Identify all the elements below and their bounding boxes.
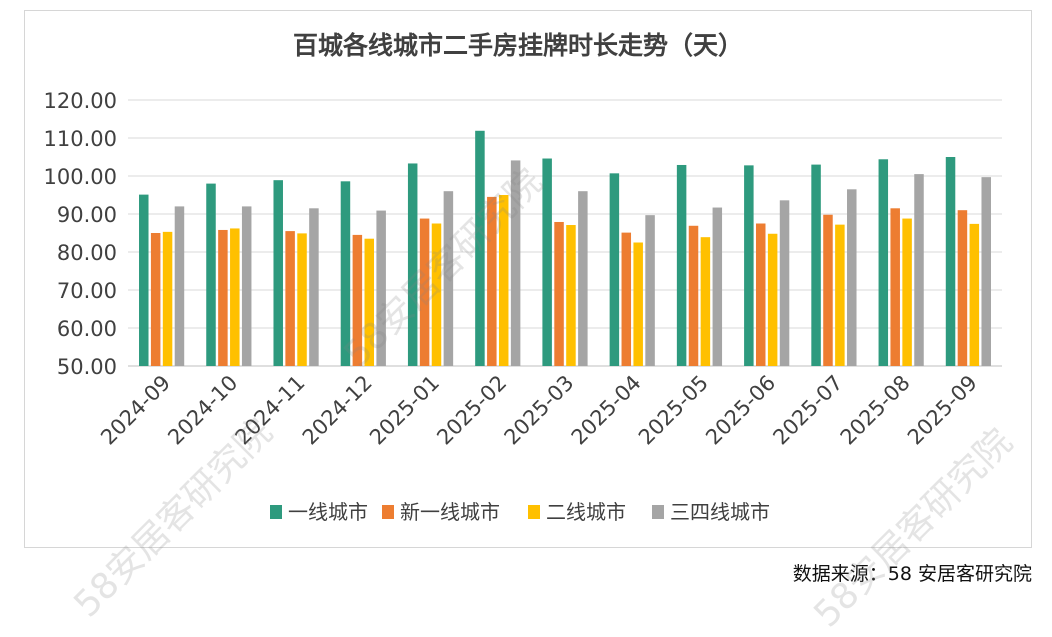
x-tick-label: 2025-07 <box>768 371 847 450</box>
bar <box>364 238 375 366</box>
bar <box>510 160 521 366</box>
bar <box>688 225 699 366</box>
y-tick-label: 120.00 <box>44 89 117 113</box>
legend-label: 一线城市 <box>288 500 368 524</box>
x-tick-label: 2025-06 <box>701 371 780 450</box>
bar <box>566 225 576 366</box>
bar <box>890 208 900 366</box>
x-tick-label: 2025-04 <box>567 371 646 450</box>
bar <box>241 206 252 366</box>
legend-label: 新一线城市 <box>400 500 500 524</box>
y-tick-label: 50.00 <box>57 355 117 379</box>
bar <box>407 163 418 366</box>
bar <box>309 208 319 366</box>
bar <box>633 242 643 366</box>
y-tick-label: 90.00 <box>57 203 117 227</box>
legend-swatch <box>382 505 394 519</box>
legend-swatch <box>528 505 540 519</box>
bar <box>902 218 912 366</box>
bar <box>945 157 956 366</box>
bar <box>150 233 161 366</box>
y-tick-label: 60.00 <box>57 317 117 341</box>
bar <box>419 218 430 366</box>
bar <box>230 228 240 366</box>
bar <box>443 191 454 366</box>
bar <box>498 195 509 366</box>
bar <box>174 206 185 366</box>
bar <box>744 165 754 366</box>
legend-swatch <box>652 505 664 519</box>
y-tick-label: 80.00 <box>57 241 117 265</box>
bar <box>969 223 980 366</box>
bar <box>285 231 295 366</box>
bar-chart: 百城各线城市二手房挂牌时长走势（天） 120.00 110.00 100.00 90.0… <box>44 31 1002 524</box>
bar <box>779 200 790 366</box>
x-tick-label: 2025-03 <box>500 371 579 450</box>
bar <box>475 130 485 366</box>
x-tick-label: 2025-05 <box>634 371 713 450</box>
bar <box>297 233 307 366</box>
bar <box>352 234 363 366</box>
x-tick-label: 2024-09 <box>96 371 175 450</box>
x-tick-label: 2025-02 <box>432 371 511 450</box>
bar <box>431 223 442 366</box>
bar <box>376 210 386 366</box>
bar <box>835 224 845 366</box>
x-tick-label: 2024-11 <box>231 371 310 450</box>
bar <box>823 214 833 366</box>
bar <box>755 223 766 366</box>
bar <box>273 180 283 366</box>
chart-title: 百城各线城市二手房挂牌时长走势（天） <box>293 31 743 60</box>
x-tick-label: 2025-08 <box>836 371 915 450</box>
bar <box>621 232 632 366</box>
bar <box>645 215 655 366</box>
legend-label: 二线城市 <box>546 500 626 524</box>
bar <box>767 233 778 366</box>
y-tick-label: 70.00 <box>57 279 117 303</box>
bar <box>162 231 173 366</box>
bar <box>676 164 687 366</box>
x-tick-label: 2025-09 <box>903 371 982 450</box>
bar <box>542 158 552 366</box>
bar <box>554 221 564 366</box>
bar <box>609 173 620 366</box>
bar <box>340 181 351 366</box>
bar <box>487 196 497 366</box>
bar <box>981 177 991 366</box>
bar <box>206 183 216 366</box>
x-tick-label: 2024-12 <box>298 371 377 450</box>
bar <box>914 174 924 366</box>
bar <box>878 159 889 366</box>
bar <box>847 189 857 366</box>
legend-label: 三四线城市 <box>670 500 770 524</box>
legend-swatch <box>270 505 282 519</box>
bar <box>712 207 723 366</box>
x-tick-label: 2024-10 <box>163 371 242 450</box>
bar <box>578 191 588 366</box>
bar <box>218 229 228 366</box>
y-tick-label: 110.00 <box>44 127 117 151</box>
y-tick-label: 100.00 <box>44 165 117 189</box>
bar <box>957 210 968 366</box>
bar <box>811 164 821 366</box>
bar <box>139 194 149 366</box>
bar <box>700 237 711 366</box>
source-note: 数据来源：58 安居客研究院 <box>792 563 1032 585</box>
x-tick-label: 2025-01 <box>365 371 444 450</box>
